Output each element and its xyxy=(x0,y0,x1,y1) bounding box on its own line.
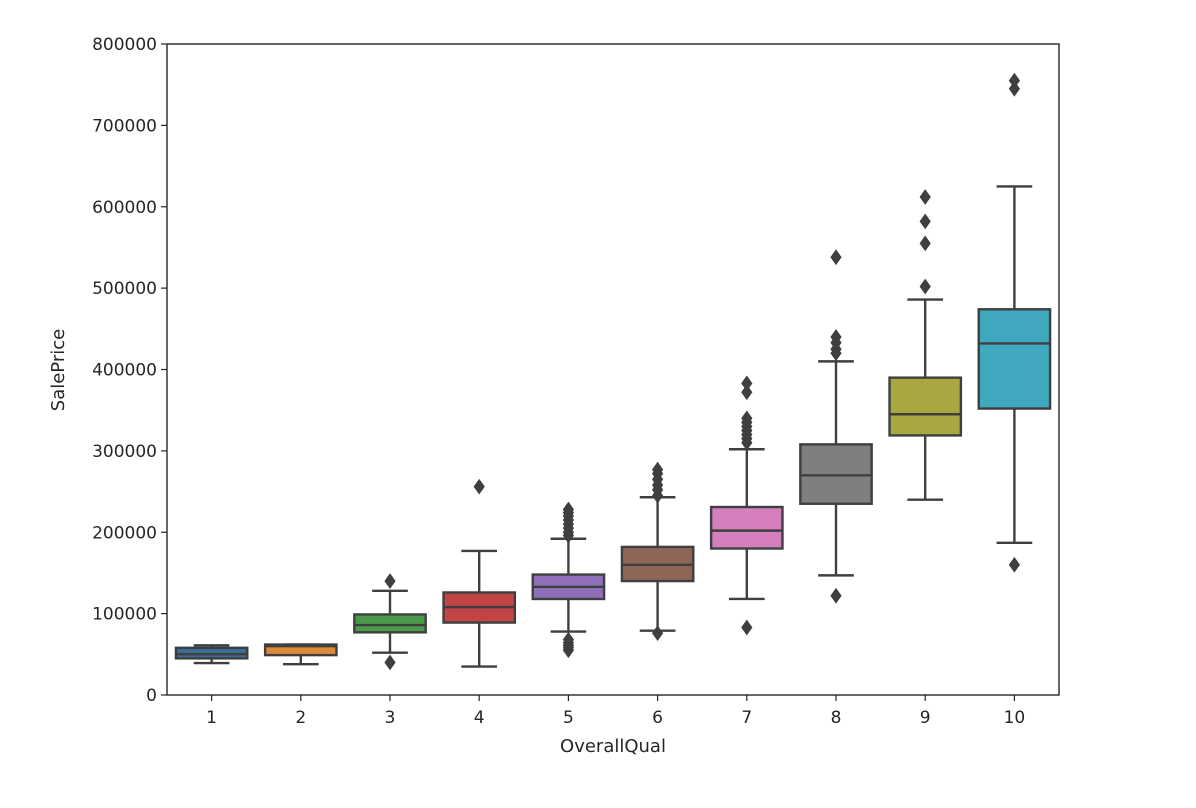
x-tick-label: 2 xyxy=(295,708,306,728)
x-tick-label: 3 xyxy=(385,708,396,728)
x-tick-label: 7 xyxy=(741,708,752,728)
box-8 xyxy=(799,249,873,604)
iqr-box xyxy=(888,376,963,437)
x-tick-label: 5 xyxy=(563,708,574,728)
outlier-point xyxy=(830,587,842,604)
box-2 xyxy=(263,643,338,666)
y-tick-label: 400000 xyxy=(92,361,157,381)
outlier-point xyxy=(384,573,396,589)
iqr-box xyxy=(799,443,873,505)
boxes-layer xyxy=(174,72,1052,671)
outlier-point xyxy=(741,375,753,392)
outlier-point xyxy=(919,189,931,205)
outlier-point xyxy=(741,619,753,636)
outlier-point xyxy=(919,278,931,295)
outlier-point xyxy=(651,625,664,642)
outlier-point xyxy=(830,249,842,266)
box-5 xyxy=(531,501,606,659)
outlier-point xyxy=(1008,80,1021,97)
outlier-point xyxy=(651,461,664,478)
y-tick-label: 300000 xyxy=(92,442,157,462)
box-6 xyxy=(620,461,695,642)
y-tick-label: 700000 xyxy=(92,116,157,136)
iqr-box xyxy=(709,505,784,550)
outlier-point xyxy=(384,654,396,671)
outlier-point xyxy=(562,501,575,518)
box-4 xyxy=(442,478,517,668)
box-1 xyxy=(174,644,249,665)
plot-frame xyxy=(166,43,1060,696)
outlier-point xyxy=(919,235,931,252)
outlier-point xyxy=(473,478,485,495)
outlier-point xyxy=(1008,72,1021,89)
y-tick-label: 600000 xyxy=(92,198,157,218)
x-tick-label: 8 xyxy=(831,708,842,728)
outlier-point xyxy=(562,631,575,648)
y-tick-label: 500000 xyxy=(92,279,157,299)
iqr-box xyxy=(353,613,427,634)
y-tick-label: 0 xyxy=(146,686,157,706)
y-tick-label: 100000 xyxy=(92,605,157,625)
box-3 xyxy=(353,573,427,671)
y-axis-label: SalePrice xyxy=(48,329,69,411)
y-tick-label: 200000 xyxy=(92,523,157,543)
ticks-layer: 0 100000 200000 300000 400000 500000 600000 700… xyxy=(92,35,1025,728)
outlier-point xyxy=(1008,556,1021,573)
iqr-box xyxy=(263,643,338,657)
y-tick-label: 800000 xyxy=(92,35,157,55)
x-tick-label: 9 xyxy=(920,708,931,728)
outlier-point xyxy=(741,384,753,401)
box-7 xyxy=(709,375,784,636)
x-tick-label: 4 xyxy=(474,708,485,728)
x-tick-label: 6 xyxy=(652,708,663,728)
box-10 xyxy=(977,72,1052,573)
iqr-box xyxy=(977,308,1052,410)
outlier-point xyxy=(919,213,931,230)
x-tick-label: 10 xyxy=(1004,708,1026,728)
outlier-point xyxy=(830,329,842,345)
box-9 xyxy=(888,189,963,501)
x-axis-label: OverallQual xyxy=(560,736,666,757)
x-tick-label: 1 xyxy=(206,708,217,728)
outlier-point xyxy=(741,410,753,427)
